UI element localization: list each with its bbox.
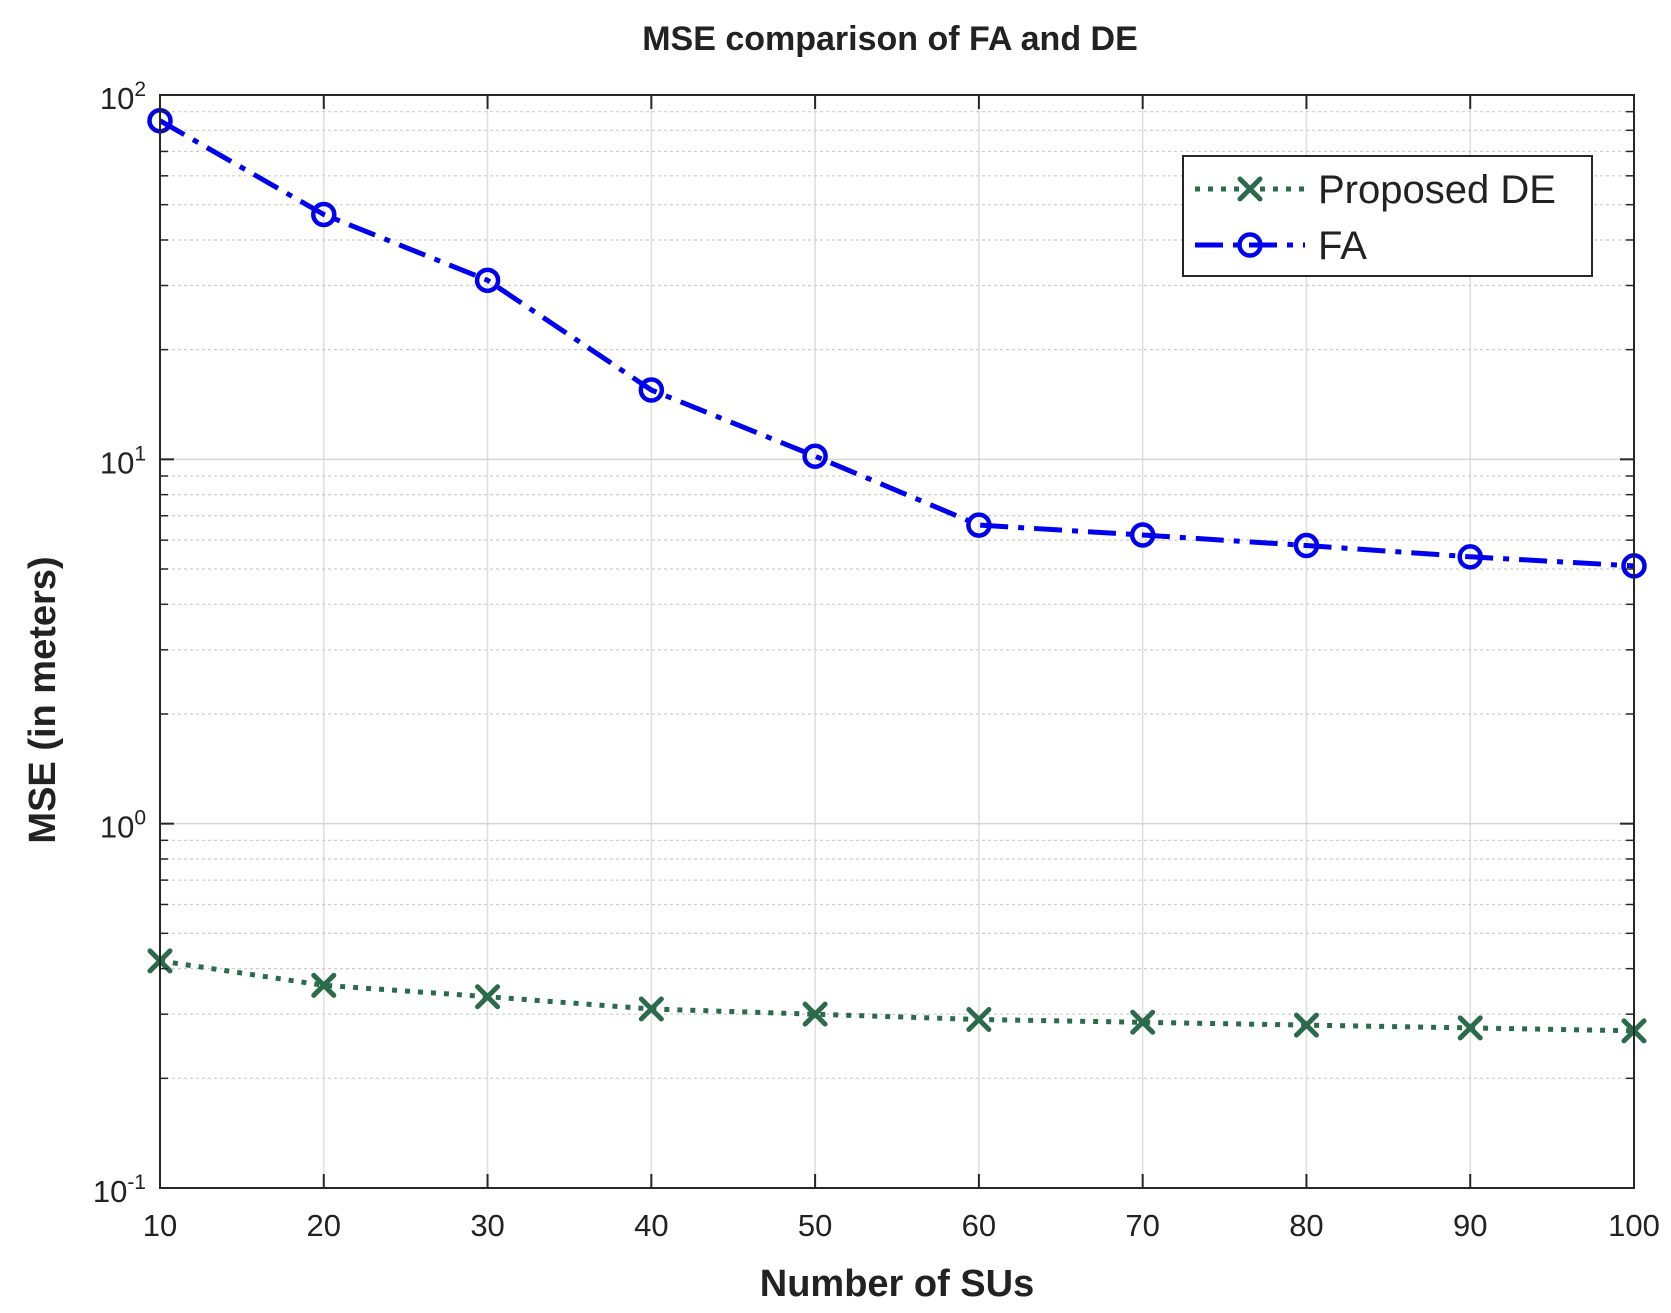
y-tick-label: 10-1 — [93, 1171, 146, 1209]
data-point — [1457, 544, 1483, 570]
marker-x-stroke — [1130, 1009, 1156, 1035]
marker-x-stroke — [1457, 1015, 1483, 1041]
legend-marker-shape — [1237, 176, 1263, 202]
data-point — [638, 996, 664, 1022]
series-line-1 — [158, 118, 1635, 569]
ticks: 10 20 30 40 50 60 70 80 90 100 10-1 100 101 102 — [93, 78, 1660, 1243]
data-point — [474, 267, 501, 294]
x-tick-label: 100 — [1608, 1208, 1660, 1243]
x-tick-label: 30 — [470, 1208, 504, 1243]
plot-frame — [159, 94, 1635, 1189]
data-point — [1293, 532, 1320, 559]
chart-title: MSE comparison of FA and DE — [642, 20, 1138, 58]
data-point — [966, 1007, 992, 1033]
legend-marker-x — [1237, 176, 1263, 202]
plot-area — [160, 95, 1634, 1188]
x-tick-label: 90 — [1453, 1208, 1487, 1243]
x-tick-label: 60 — [962, 1208, 996, 1243]
data-point — [1457, 1015, 1483, 1041]
data-point — [1130, 1009, 1156, 1035]
y-tick-label: 100 — [100, 807, 146, 845]
x-tick-label: 50 — [798, 1208, 832, 1243]
x-tick-label: 70 — [1125, 1208, 1159, 1243]
data-point — [802, 443, 828, 469]
legend-label-fa: FA — [1318, 224, 1367, 268]
marker-x-stroke — [311, 972, 337, 998]
x-tick-label: 20 — [307, 1208, 341, 1243]
x-axis-label: Number of SUs — [760, 1263, 1034, 1305]
data-point — [1293, 1012, 1319, 1038]
data-point — [311, 972, 337, 998]
x-tick-label: 40 — [634, 1208, 668, 1243]
data-point — [311, 201, 337, 228]
y-tick-label: 102 — [100, 78, 146, 116]
data-point — [802, 1001, 828, 1027]
legend-marker-o — [1237, 232, 1263, 258]
marker-x-stroke — [1293, 1012, 1319, 1038]
x-tick-label: 10 — [143, 1208, 177, 1243]
data-point — [475, 984, 501, 1010]
y-axis-label: MSE (in meters) — [22, 556, 64, 843]
marker-x-stroke — [802, 1001, 828, 1027]
marker-x-stroke — [966, 1007, 992, 1033]
legend-label-proposed-de: Proposed DE — [1318, 168, 1556, 212]
series-line-0 — [159, 958, 1635, 1034]
data-point — [1129, 522, 1156, 548]
x-tick-label: 80 — [1289, 1208, 1323, 1243]
legend-marker-shape — [1237, 232, 1263, 258]
marker-x-stroke — [1237, 176, 1263, 202]
legend: Proposed DE FA — [1182, 155, 1593, 277]
y-tick-label: 101 — [100, 442, 146, 480]
data-point — [966, 512, 992, 538]
data-point — [638, 377, 665, 403]
marker-x-stroke — [475, 984, 501, 1010]
marker-x-stroke — [638, 996, 664, 1022]
